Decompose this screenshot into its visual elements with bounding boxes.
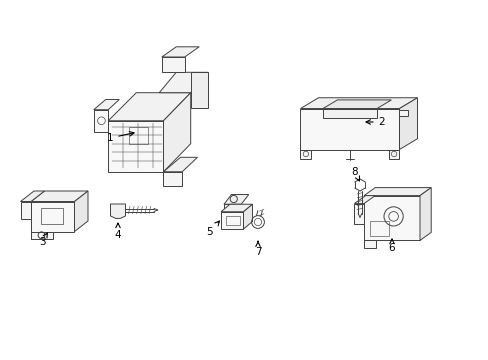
Polygon shape bbox=[224, 204, 241, 212]
Text: 7: 7 bbox=[254, 241, 261, 257]
Polygon shape bbox=[221, 204, 252, 212]
Polygon shape bbox=[108, 93, 190, 121]
Bar bbox=[226, 216, 239, 225]
Polygon shape bbox=[163, 172, 182, 186]
Polygon shape bbox=[159, 72, 207, 93]
Polygon shape bbox=[20, 202, 31, 219]
Text: 4: 4 bbox=[115, 223, 121, 240]
Polygon shape bbox=[363, 188, 430, 195]
Polygon shape bbox=[221, 212, 243, 229]
Polygon shape bbox=[354, 204, 363, 224]
Polygon shape bbox=[163, 93, 190, 172]
Polygon shape bbox=[399, 98, 417, 149]
Polygon shape bbox=[31, 202, 74, 231]
Polygon shape bbox=[323, 109, 376, 118]
Text: 3: 3 bbox=[39, 233, 47, 247]
Polygon shape bbox=[94, 110, 108, 132]
Polygon shape bbox=[323, 100, 390, 109]
Polygon shape bbox=[363, 195, 419, 240]
Polygon shape bbox=[388, 149, 399, 158]
Text: 2: 2 bbox=[366, 117, 385, 127]
Polygon shape bbox=[300, 109, 399, 149]
Polygon shape bbox=[163, 157, 197, 172]
Polygon shape bbox=[108, 121, 163, 172]
Polygon shape bbox=[162, 57, 184, 72]
Polygon shape bbox=[300, 98, 417, 109]
Polygon shape bbox=[300, 149, 311, 158]
Text: 5: 5 bbox=[206, 221, 219, 237]
Polygon shape bbox=[419, 188, 430, 240]
Bar bbox=[369, 221, 388, 235]
Polygon shape bbox=[20, 191, 44, 202]
Polygon shape bbox=[110, 204, 125, 219]
Polygon shape bbox=[190, 72, 207, 108]
Polygon shape bbox=[162, 47, 199, 57]
Text: 8: 8 bbox=[351, 167, 359, 181]
Bar bbox=[41, 207, 63, 224]
Polygon shape bbox=[243, 204, 252, 229]
Polygon shape bbox=[94, 99, 119, 110]
Text: 1: 1 bbox=[106, 132, 134, 143]
Polygon shape bbox=[363, 240, 375, 248]
Polygon shape bbox=[74, 191, 88, 231]
Polygon shape bbox=[354, 195, 374, 204]
Polygon shape bbox=[31, 191, 88, 202]
Bar bbox=[129, 127, 148, 144]
Polygon shape bbox=[399, 110, 407, 116]
Text: 6: 6 bbox=[388, 239, 394, 253]
Polygon shape bbox=[224, 194, 248, 204]
Polygon shape bbox=[31, 231, 53, 239]
